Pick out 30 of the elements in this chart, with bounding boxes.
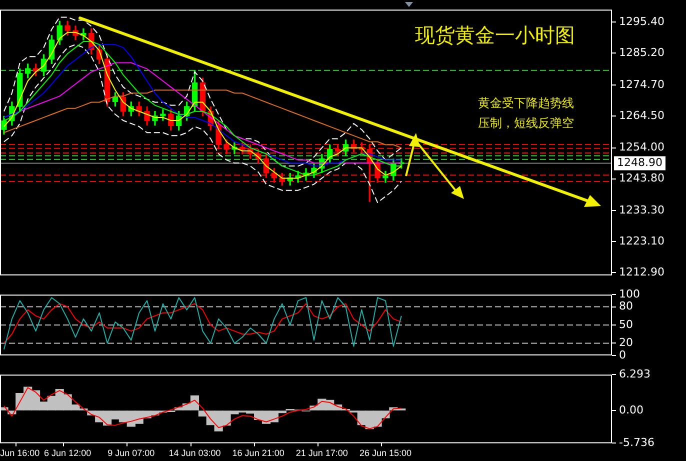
annotation: 黄金受下降趋势线: [478, 95, 574, 112]
y-tick-label: -5.736: [619, 436, 654, 450]
y-tick-label: 1264.50: [619, 108, 664, 122]
x-tick-label: Jun 16:00: [0, 448, 40, 458]
line-series: [3, 44, 402, 203]
y-tick-label: 6.293: [619, 367, 650, 380]
x-tick-label: 21 Jun 17:00: [296, 448, 348, 458]
x-tick-label: 6 Jun 12:00: [44, 448, 92, 458]
x-tick-label: 9 Jun 07:00: [108, 448, 155, 458]
y-tick-label: 1295.40: [619, 14, 664, 28]
y-tick-label: 1274.70: [619, 78, 664, 91]
text: 现货黄金一小时图: [415, 22, 575, 49]
line-series: [3, 16, 402, 167]
x-tick-label: 26 Jun 15:00: [359, 448, 412, 458]
x-tick-label: 14 Jun 03:00: [168, 448, 221, 458]
y-tick-label: 50: [619, 318, 633, 331]
y-tick-label: 1233.30: [619, 204, 664, 217]
annotation: 压制，短线反弹空: [478, 115, 574, 132]
y-tick-label: 100: [619, 287, 640, 300]
y-tick-label: 1223.10: [619, 234, 664, 248]
y-tick-label: 1254.00: [619, 140, 664, 154]
y-tick-label: 1285.20: [619, 46, 664, 59]
y-tick-label: 80: [619, 300, 633, 313]
y-tick-label: 20: [619, 336, 633, 350]
x-tick-label: 16 Jun 21:00: [232, 448, 284, 458]
ref-line-label: 1248.90: [617, 156, 662, 170]
y-tick-label: 0.00: [619, 403, 644, 416]
y-tick-label: 1243.80: [619, 172, 664, 185]
y-tick-label: 0: [619, 348, 626, 362]
y-tick-label: 1212.90: [619, 266, 664, 279]
